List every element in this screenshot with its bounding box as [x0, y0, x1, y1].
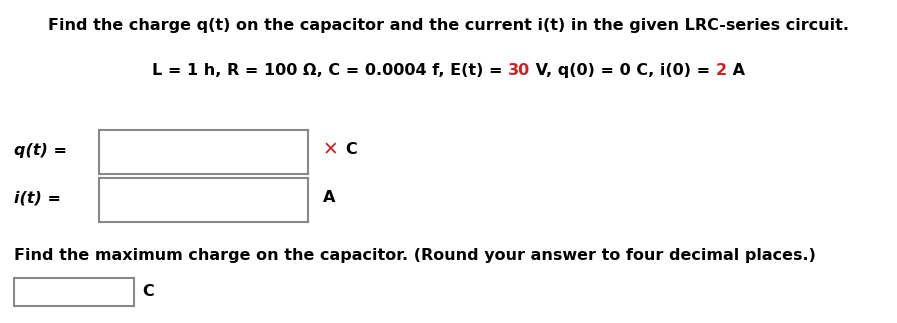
Text: ✕: ✕ — [323, 141, 339, 160]
Text: 2: 2 — [716, 63, 727, 78]
Text: A: A — [323, 191, 335, 205]
Text: Find the charge q(t) on the capacitor and the current i(t) in the given LRC-seri: Find the charge q(t) on the capacitor an… — [48, 18, 849, 33]
Text: L = 1 h, R = 100 Ω, C = 0.0004 f, E(t) =: L = 1 h, R = 100 Ω, C = 0.0004 f, E(t) = — [152, 63, 508, 78]
Text: Find the maximum charge on the capacitor. (Round your answer to four decimal pla: Find the maximum charge on the capacitor… — [14, 248, 816, 263]
Text: A: A — [727, 63, 745, 78]
Text: C: C — [345, 142, 357, 158]
Text: C: C — [142, 285, 153, 299]
Text: V, q(0) = 0 C, i(0) =: V, q(0) = 0 C, i(0) = — [530, 63, 716, 78]
Text: q(t) =: q(t) = — [14, 142, 67, 158]
Text: 30: 30 — [508, 63, 530, 78]
Text: i(t) =: i(t) = — [14, 191, 61, 205]
